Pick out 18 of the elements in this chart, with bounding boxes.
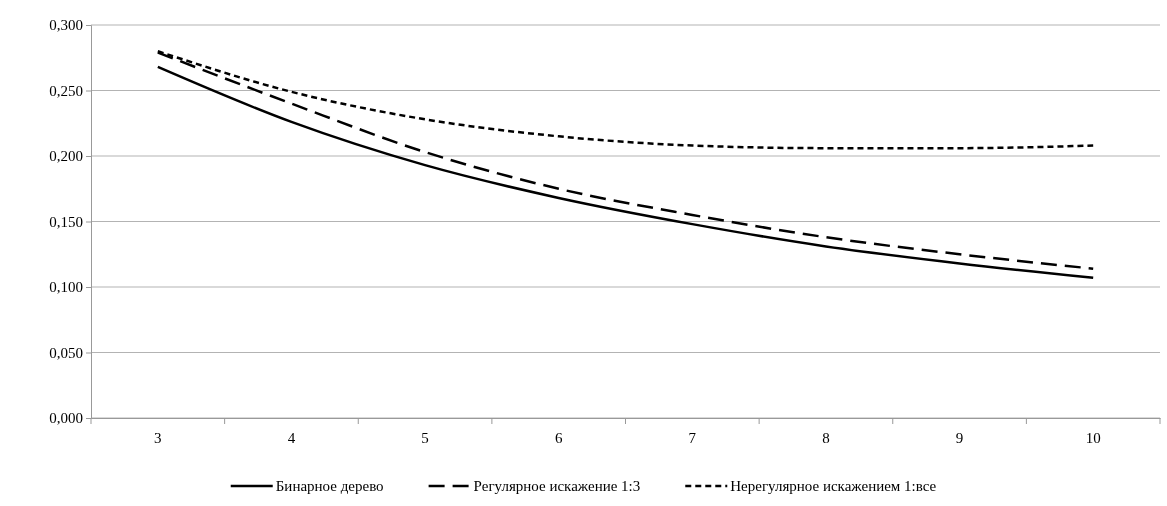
x-tick-label: 10 — [1085, 429, 1101, 446]
x-tick-label: 4 — [287, 429, 296, 446]
x-tick-label: 9 — [955, 429, 964, 446]
x-tick-label: 8 — [822, 429, 830, 446]
y-tick-label: 0,000 — [49, 410, 83, 427]
y-tick-label: 0,250 — [49, 82, 83, 99]
legend-label: Бинарное дерево — [275, 478, 384, 494]
y-tick-label: 0,050 — [49, 344, 83, 361]
legend-label: Регулярное искажение 1:3 — [473, 478, 641, 494]
x-tick-label: 3 — [154, 429, 162, 446]
y-tick-label: 0,300 — [49, 17, 83, 34]
y-tick-label: 0,100 — [49, 279, 83, 296]
legend-label: Нерегулярное искажением 1:все — [730, 478, 937, 494]
y-tick-label: 0,150 — [49, 213, 83, 230]
x-tick-label: 5 — [421, 429, 429, 446]
x-tick-label: 6 — [554, 429, 563, 446]
y-tick-label: 0,200 — [49, 148, 83, 165]
x-tick-label: 7 — [688, 429, 697, 446]
